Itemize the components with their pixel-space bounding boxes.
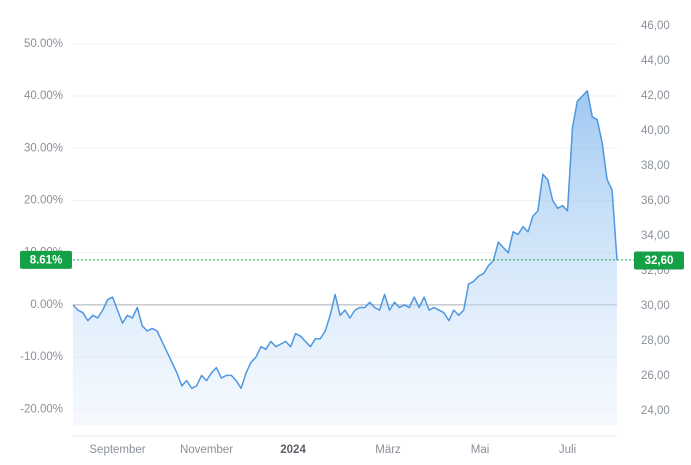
y2-tick-label: 30,00: [641, 300, 670, 312]
y2-tick-label: 40,00: [641, 125, 670, 137]
y2-tick-label: 28,00: [641, 335, 670, 347]
area-fill: [73, 90, 617, 426]
x-tick-label: November: [180, 444, 233, 456]
y2-tick-label: 46,00: [641, 20, 670, 32]
last-price-badge: [634, 251, 684, 270]
price-line: [72, 90, 618, 390]
y2-tick-label: 38,00: [641, 160, 670, 172]
x-tick-label: März: [375, 444, 401, 456]
y-tick-label: -10.00%: [20, 351, 63, 363]
y2-tick-label: 36,00: [641, 195, 670, 207]
x-tick-label: September: [89, 444, 145, 456]
y-tick-label: 40.00%: [24, 90, 63, 102]
y2-tick-label: 44,00: [641, 55, 670, 67]
y-tick-label: 30.00%: [24, 142, 63, 154]
y2-tick-label: 42,00: [641, 90, 670, 102]
y-tick-label: 50.00%: [24, 38, 63, 50]
last-price-label: 32,60: [645, 255, 674, 267]
y2-tick-label: 26,00: [641, 370, 670, 382]
y-tick-label: -20.00%: [20, 403, 63, 415]
y-tick-label: 0.00%: [30, 299, 63, 311]
x-tick-label: Mai: [471, 444, 490, 456]
x-tick-label: Juli: [559, 444, 576, 456]
y2-tick-label: 24,00: [641, 405, 670, 417]
last-value-badge: [20, 250, 72, 269]
y-tick-label: 20.00%: [24, 194, 63, 206]
y2-tick-label: 34,00: [641, 230, 670, 242]
x-tick-label: 2024: [280, 444, 306, 456]
last-value-label: 8.61%: [30, 254, 63, 266]
